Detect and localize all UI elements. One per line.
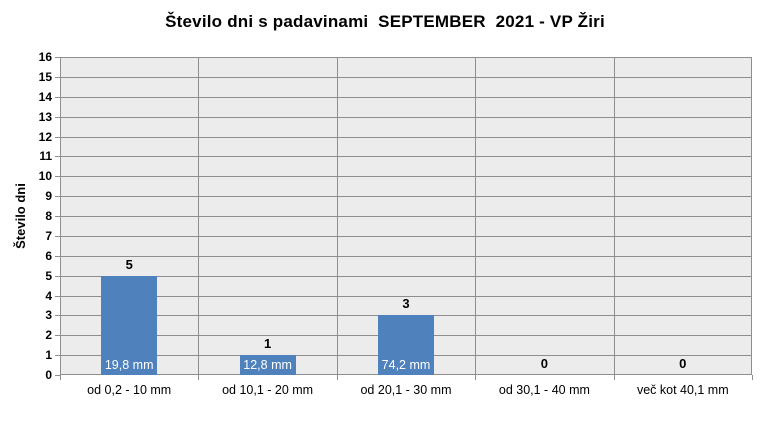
x-category-label: od 10,1 - 20 mm	[222, 383, 314, 397]
bar-value-label: 0	[540, 356, 548, 371]
y-tick-label: 5	[45, 268, 52, 283]
x-category-label: od 0,2 - 10 mm	[87, 383, 172, 397]
gridline	[60, 156, 752, 158]
gridline	[60, 196, 752, 198]
y-axis-tick	[55, 235, 60, 237]
gridline	[60, 216, 752, 217]
bar	[239, 355, 296, 375]
y-tick-label: 7	[45, 228, 52, 243]
bar-value-label: 1	[263, 336, 272, 352]
chart-title: Število dni s padavinami SEPTEMBER 2021 …	[165, 12, 605, 31]
x-axis-tick	[60, 375, 61, 380]
bar-inner-label: 19,8 mm	[104, 358, 154, 372]
gridline	[60, 235, 752, 237]
y-axis-tick	[55, 355, 60, 357]
bar-inner-label: 74,2 mm	[381, 358, 431, 372]
gridline	[60, 295, 752, 297]
y-tick-label: 14	[38, 89, 52, 104]
y-tick-label: 8	[45, 209, 52, 223]
y-axis-tick	[55, 196, 60, 198]
category-separator	[336, 57, 338, 375]
y-tick-label: 10	[38, 169, 52, 184]
y-axis-tick	[55, 315, 60, 317]
y-axis-tick	[55, 57, 60, 58]
y-tick-label: 1	[45, 348, 52, 363]
y-axis-tick	[55, 335, 60, 337]
gridline	[60, 116, 752, 118]
gridline	[60, 176, 752, 178]
y-axis-tick	[55, 176, 60, 178]
bar	[101, 275, 158, 375]
y-tick-label: 16	[38, 50, 52, 64]
y-axis-tick	[55, 116, 60, 118]
category-separator	[475, 57, 477, 375]
x-category-label: od 30,1 - 40 mm	[498, 383, 590, 397]
gridline	[60, 136, 752, 138]
bar-value-label: 0	[679, 356, 687, 371]
y-tick-label: 0	[45, 368, 52, 382]
x-category-label: več kot 40,1 mm	[636, 383, 729, 397]
x-axis-tick	[613, 375, 615, 380]
x-axis-tick	[198, 375, 200, 380]
gridline	[60, 275, 752, 277]
bar-value-label: 3	[402, 296, 410, 312]
y-tick-label: 15	[38, 69, 52, 84]
y-axis-tick	[55, 156, 60, 158]
y-tick-label: 9	[45, 189, 52, 204]
gridline	[60, 76, 752, 78]
category-separator	[613, 57, 615, 375]
y-axis-tick	[55, 295, 60, 297]
y-tick-label: 12	[38, 129, 52, 144]
y-axis-tick	[55, 76, 60, 78]
gridline	[60, 96, 752, 98]
gridline	[60, 255, 752, 257]
x-axis-tick	[752, 375, 753, 380]
x-axis-tick	[336, 375, 338, 380]
bar-inner-label: 12,8 mm	[243, 358, 292, 372]
y-axis-tick	[55, 96, 60, 98]
y-tick-label: 11	[39, 149, 52, 164]
y-axis-tick	[55, 255, 60, 257]
y-tick-label: 6	[45, 248, 52, 263]
y-axis-tick	[55, 275, 60, 277]
y-tick-label: 2	[45, 328, 52, 343]
y-axis-tick	[55, 216, 60, 217]
category-separator	[198, 57, 200, 375]
bar	[378, 315, 434, 375]
y-axis-tick	[55, 375, 60, 376]
x-axis-tick	[475, 375, 477, 380]
bar-value-label: 5	[125, 256, 133, 272]
y-tick-label: 4	[45, 288, 52, 303]
y-axis-tick	[55, 136, 60, 138]
x-category-label: od 20,1 - 30 mm	[360, 383, 452, 397]
y-tick-label: 13	[38, 109, 52, 124]
y-tick-label: 3	[45, 308, 52, 323]
